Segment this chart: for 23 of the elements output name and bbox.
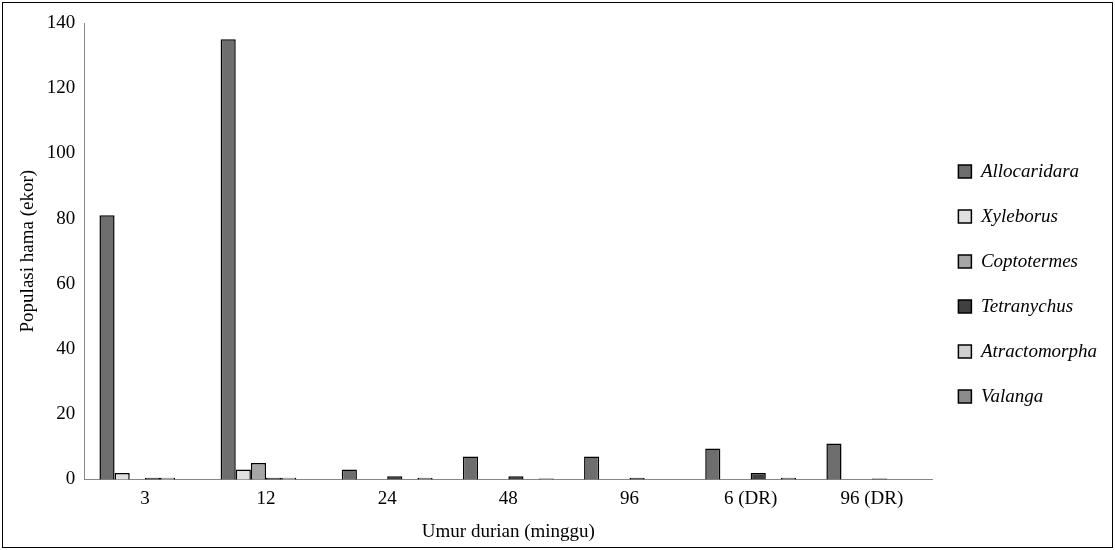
y-tick-label: 80 [56, 206, 76, 228]
y-tick-label: 0 [65, 467, 76, 489]
y-axis-title: Populasi hama (ekor) [16, 169, 39, 333]
legend-label: Atractomorpha [978, 339, 1097, 361]
x-tick-label: 3 [140, 486, 150, 508]
y-tick-label: 60 [56, 271, 76, 293]
x-axis-title: Umur durian (minggu) [421, 519, 595, 542]
legend-label: Allocaridara [978, 159, 1080, 181]
x-tick-label: 48 [498, 486, 518, 508]
y-tick-label: 140 [46, 10, 76, 32]
x-tick-label: 12 [256, 486, 276, 508]
x-tick-label: 24 [377, 486, 398, 508]
y-tick-label: 100 [46, 141, 76, 163]
legend-label: Valanga [980, 384, 1044, 406]
legend-label: Coptotermes [980, 249, 1078, 271]
legend-label: Xyleborus [979, 204, 1058, 226]
y-tick-label: 120 [46, 76, 76, 98]
y-tick-label: 40 [56, 336, 76, 358]
y-tick-label: 20 [56, 402, 76, 424]
x-tick-label: 96 [620, 486, 639, 508]
legend-label: Tetranychus [980, 294, 1074, 316]
x-tick-label: 6 (DR) [724, 486, 778, 509]
x-tick-label: 96 (DR) [840, 486, 904, 509]
